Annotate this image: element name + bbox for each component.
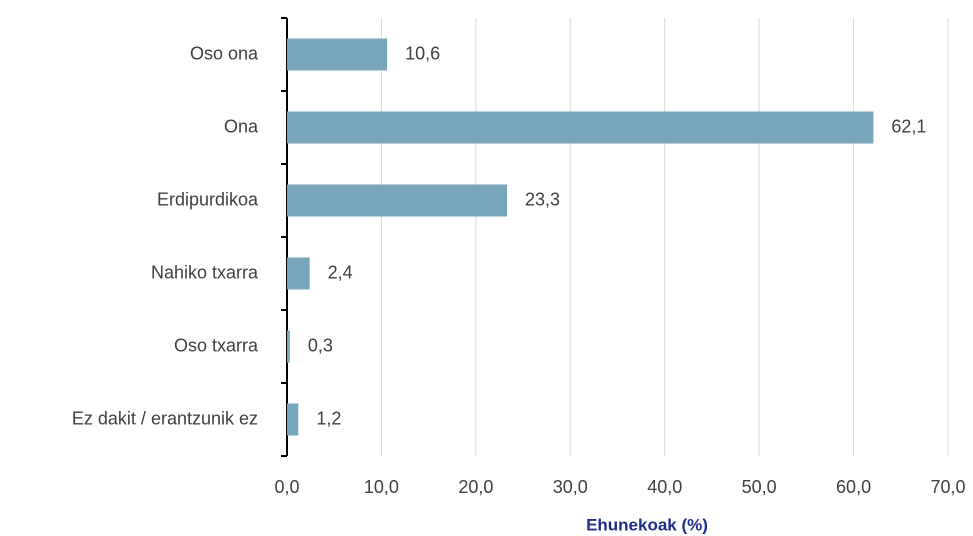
bar <box>287 257 310 290</box>
x-tick-label: 50,0 <box>742 477 777 497</box>
x-tick-label: 60,0 <box>836 477 871 497</box>
data-label: 0,3 <box>308 335 333 355</box>
x-tick-label: 20,0 <box>458 477 493 497</box>
data-label: 23,3 <box>525 189 560 209</box>
y-tick-label: Ez dakit / erantzunik ez <box>72 408 258 428</box>
bar <box>287 403 299 436</box>
x-tick-label: 10,0 <box>364 477 399 497</box>
x-tick-label: 30,0 <box>553 477 588 497</box>
bar <box>287 184 508 217</box>
y-tick-label: Ona <box>224 116 259 136</box>
data-label: 2,4 <box>328 262 353 282</box>
data-label: 10,6 <box>405 43 440 63</box>
y-tick-label: Nahiko txarra <box>151 262 259 282</box>
x-tick-label: 0,0 <box>274 477 299 497</box>
x-tick-label: 40,0 <box>647 477 682 497</box>
x-tick-label: 70,0 <box>930 477 965 497</box>
y-tick-label: Erdipurdikoa <box>157 189 259 209</box>
data-label: 1,2 <box>316 408 341 428</box>
bar <box>287 38 388 71</box>
data-label: 62,1 <box>891 116 926 136</box>
bar <box>287 111 874 144</box>
bar <box>287 330 290 363</box>
y-tick-label: Oso ona <box>190 43 259 63</box>
x-axis-title: Ehunekoak (%) <box>586 515 708 534</box>
y-tick-label: Oso txarra <box>174 335 259 355</box>
